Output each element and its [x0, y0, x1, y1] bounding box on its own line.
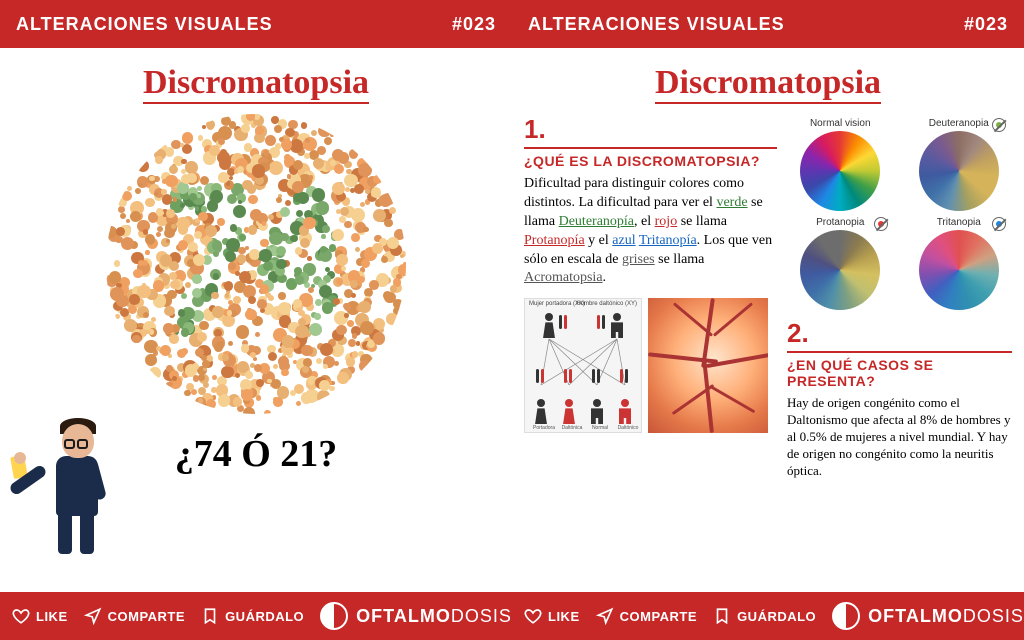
color-wheel-normal-vision: Normal vision: [787, 118, 894, 211]
send-icon: [84, 607, 102, 625]
send-icon: [596, 607, 614, 625]
share-label: COMPARTE: [620, 609, 697, 624]
save-button[interactable]: GUÁRDALO: [713, 607, 816, 625]
footer-left: LIKE COMPARTE GUÁRDALO OFTALMODOSIS: [0, 592, 512, 640]
header-title: ALTERACIONES VISUALES: [528, 14, 785, 35]
link-grises: grises: [622, 252, 655, 267]
bookmark-icon: [713, 607, 731, 625]
glasses-icon: [64, 436, 92, 446]
brand-logo-icon: [320, 602, 348, 630]
color-wheel-tritanopia: Tritanopia: [906, 217, 1013, 310]
wheel-graphic: [919, 230, 999, 310]
section-1-number: 1.: [524, 114, 777, 145]
wheel-badge-icon: [874, 217, 888, 231]
brand-b: DOSIS: [963, 606, 1024, 626]
header-number: #023: [964, 14, 1008, 35]
text-fragment: .: [603, 270, 607, 285]
brand-a: OFTALMO: [356, 606, 451, 626]
avatar-character: [18, 406, 128, 556]
save-label: GUÁRDALO: [737, 609, 816, 624]
like-label: LIKE: [548, 609, 580, 624]
wheel-badge-icon: [992, 118, 1006, 132]
like-button[interactable]: LIKE: [524, 607, 580, 625]
panel-left: ALTERACIONES VISUALES #023 Discromatopsi…: [0, 0, 512, 640]
brand-b: DOSIS: [451, 606, 512, 626]
header-right: ALTERACIONES VISUALES #023: [512, 0, 1024, 48]
retina-image: [648, 298, 768, 433]
ishihara-plate: [106, 114, 406, 414]
like-label: LIKE: [36, 609, 68, 624]
color-wheel-protanopia: Protanopia: [787, 217, 894, 310]
share-label: COMPARTE: [108, 609, 185, 624]
link-deuteranopia: Deuteranopía: [559, 214, 634, 229]
section-1-heading: ¿QUÉ ES LA DISCROMATOPSIA?: [524, 147, 777, 169]
text-fragment: se llama: [655, 252, 705, 267]
text-fragment: , el: [634, 214, 655, 229]
text-fragment: y el: [585, 233, 613, 248]
genetics-diagram: Mujer portadora (XX) Hombre daltónico (X…: [524, 298, 642, 433]
content-right: Discromatopsia 1. ¿QUÉ ES LA DISCROMATOP…: [512, 48, 1024, 592]
link-tritanopia: Tritanopía: [639, 233, 697, 248]
link-rojo: rojo: [655, 214, 678, 229]
wheel-graphic: [800, 131, 880, 211]
bookmark-icon: [201, 607, 219, 625]
brand-logo-icon: [832, 602, 860, 630]
section-1-text: Dificultad para distinguir colores como …: [524, 175, 777, 288]
section-2-text: Hay de origen congénito como el Daltonis…: [787, 395, 1012, 479]
link-protanopia: Protanopía: [524, 233, 585, 248]
color-wheel-deuteranopia: Deuteranopia: [906, 118, 1013, 211]
avatar-leg: [58, 512, 72, 554]
share-button[interactable]: COMPARTE: [596, 607, 697, 625]
avatar-leg: [80, 512, 94, 554]
link-acromatopsia: Acromatopsia: [524, 270, 603, 285]
wheel-graphic: [919, 131, 999, 211]
heart-icon: [12, 607, 30, 625]
link-verde: verde: [716, 195, 747, 210]
header-left: ALTERACIONES VISUALES #023: [0, 0, 512, 48]
header-number: #023: [452, 14, 496, 35]
brand: OFTALMODOSIS: [832, 602, 1024, 630]
page-title: Discromatopsia: [143, 64, 369, 104]
save-label: GUÁRDALO: [225, 609, 304, 624]
text-fragment: se llama: [677, 214, 727, 229]
text-fragment: Dificultad para distinguir colores como …: [524, 176, 744, 210]
footer-right: LIKE COMPARTE GUÁRDALO OFTALMODOSIS: [512, 592, 1024, 640]
wheel-badge-icon: [992, 217, 1006, 231]
section-2-number: 2.: [787, 318, 1012, 349]
page-title: Discromatopsia: [655, 64, 881, 104]
share-button[interactable]: COMPARTE: [84, 607, 185, 625]
avatar-hand: [14, 452, 26, 464]
wheel-label: Normal vision: [787, 118, 894, 129]
wheel-graphic: [800, 230, 880, 310]
avatar-body: [56, 456, 98, 516]
section-2-heading: ¿EN QUÉ CASOS SE PRESENTA?: [787, 351, 1012, 389]
brand-a: OFTALMO: [868, 606, 963, 626]
save-button[interactable]: GUÁRDALO: [201, 607, 304, 625]
color-wheels-grid: Normal vision DeuteranopiaProtanopiaTrita…: [787, 118, 1012, 310]
header-title: ALTERACIONES VISUALES: [16, 14, 273, 35]
brand: OFTALMODOSIS: [320, 602, 512, 630]
like-button[interactable]: LIKE: [12, 607, 68, 625]
link-azul: azul: [612, 233, 635, 248]
heart-icon: [524, 607, 542, 625]
panel-right: ALTERACIONES VISUALES #023 Discromatopsi…: [512, 0, 1024, 640]
content-left: Discromatopsia ¿74 Ó 21?: [0, 48, 512, 592]
